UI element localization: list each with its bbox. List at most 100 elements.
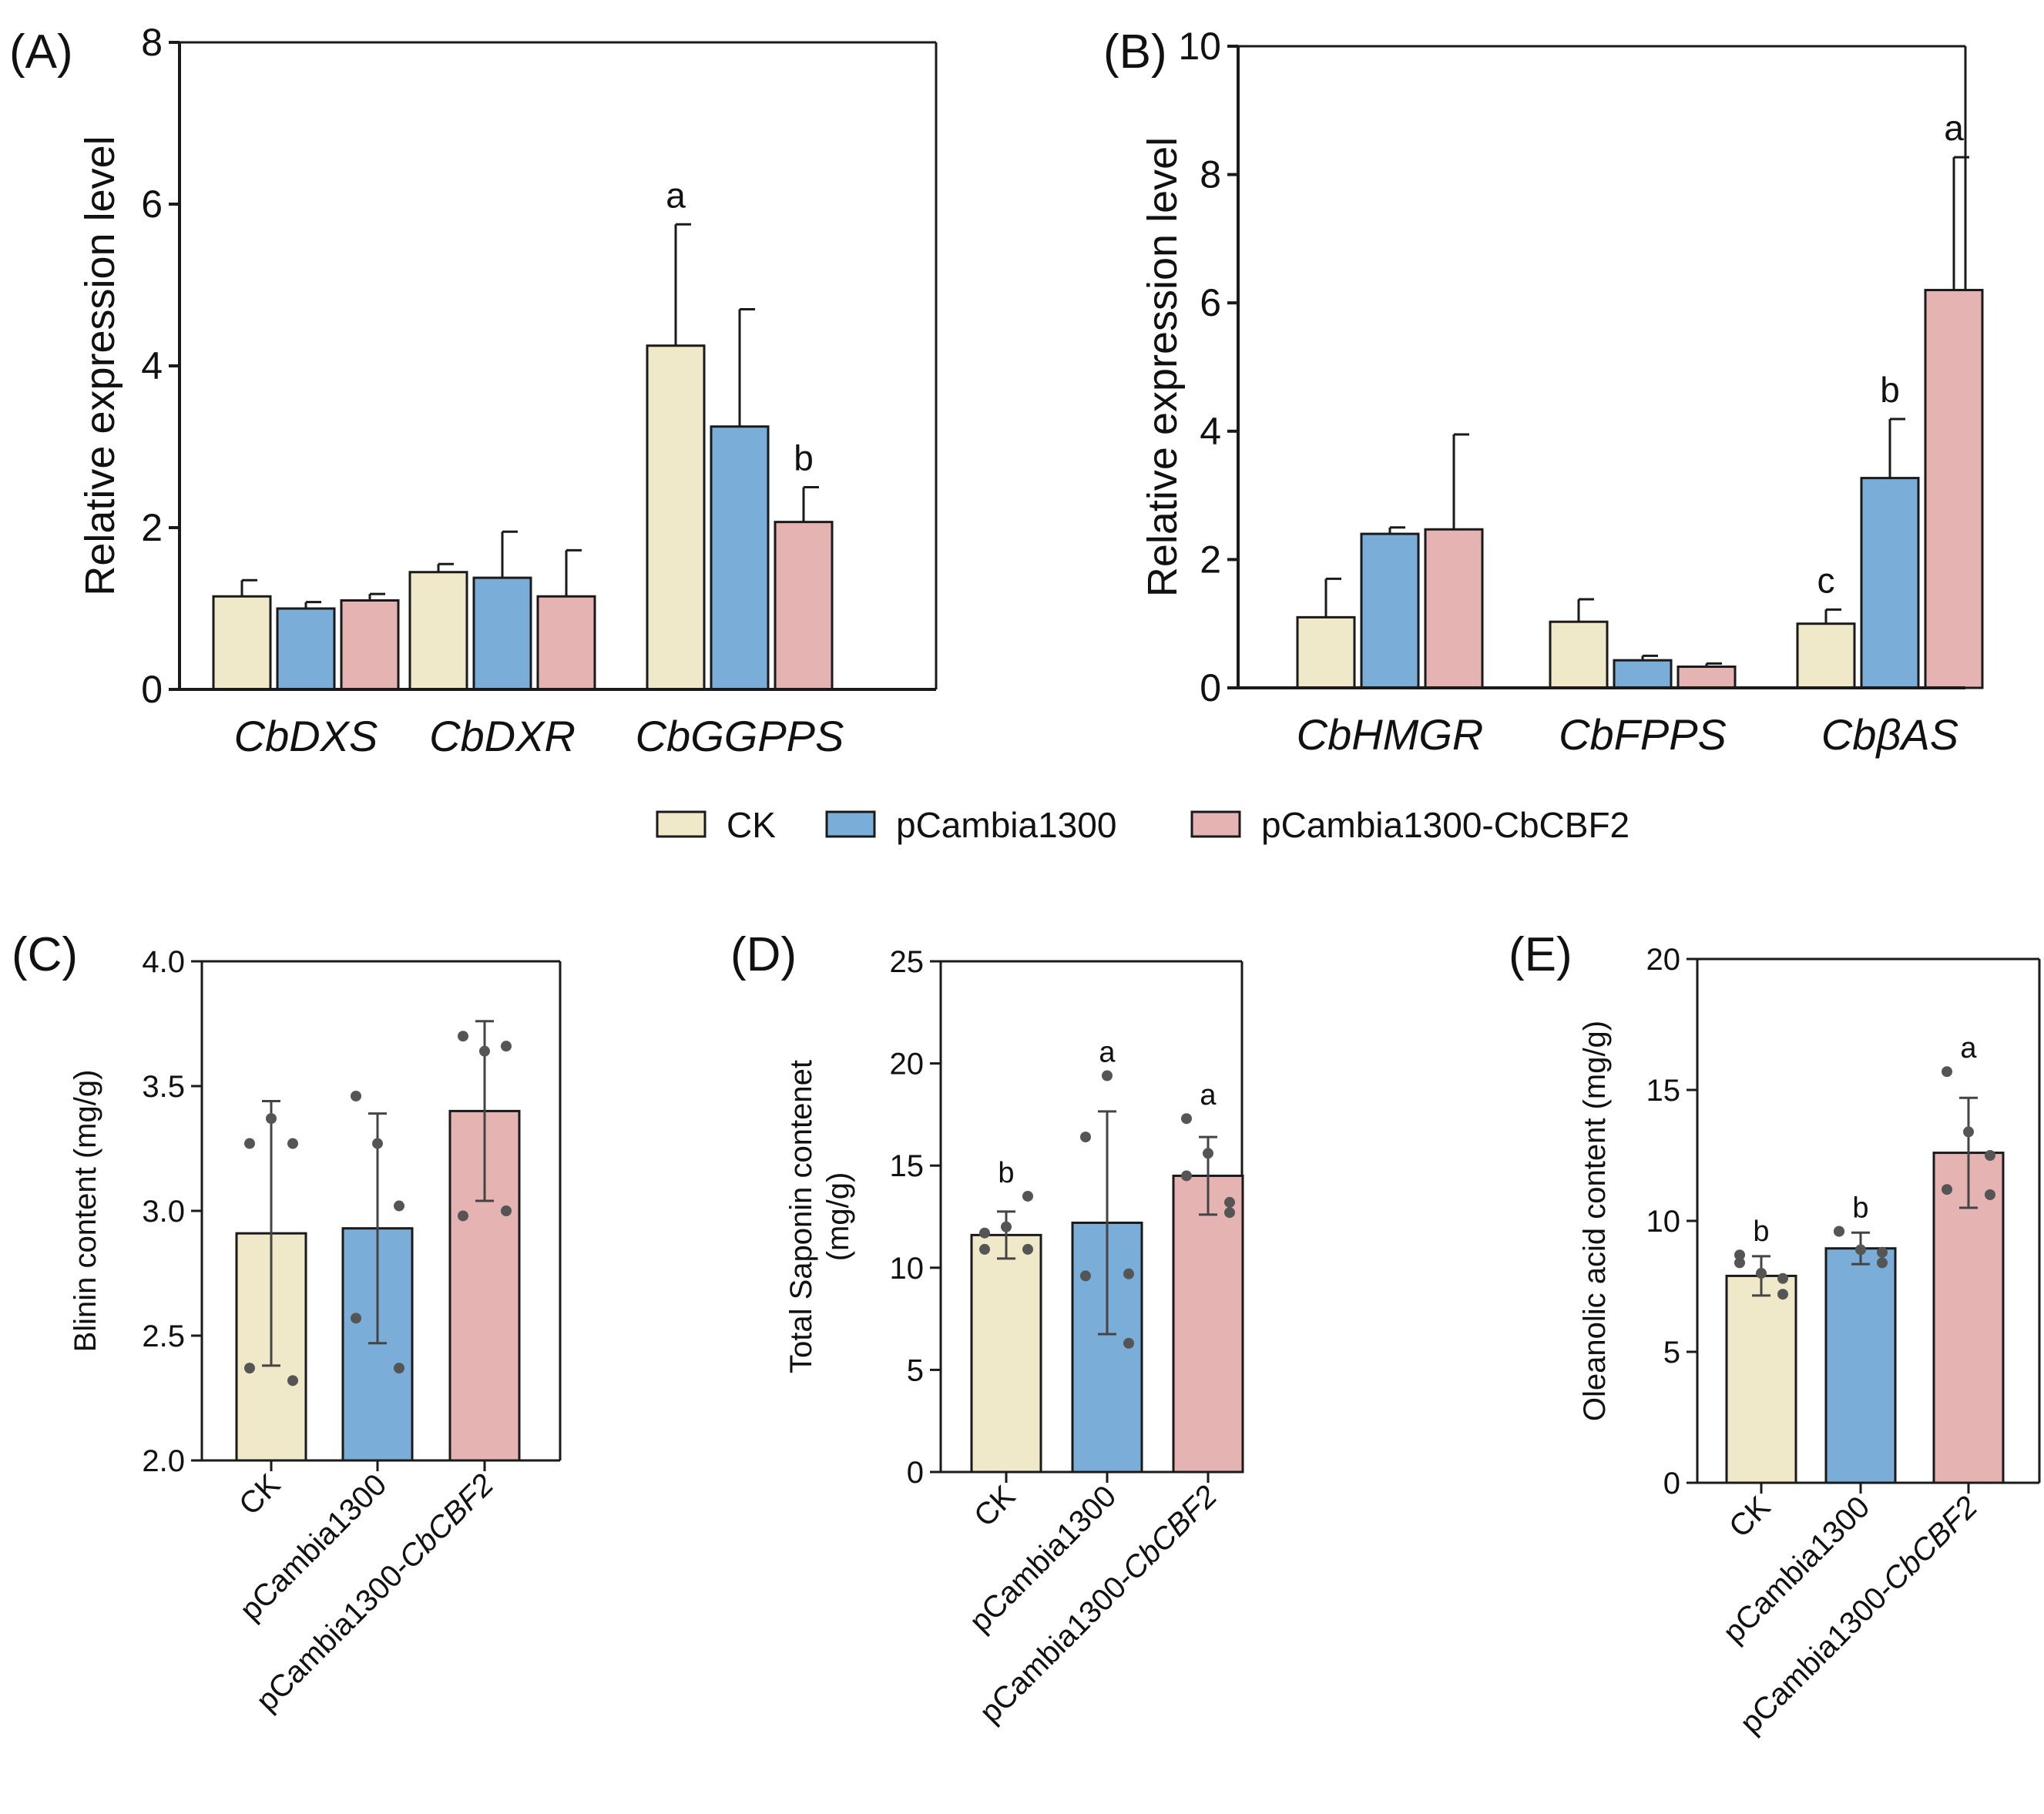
data-point <box>394 1200 404 1212</box>
bar-ck <box>1725 1274 1797 1484</box>
data-point <box>979 1243 990 1255</box>
data-point <box>1777 1272 1788 1284</box>
data-point <box>394 1363 404 1374</box>
data-point <box>244 1138 255 1149</box>
y-tick-label: 20 <box>890 1048 925 1081</box>
significance-letter: b <box>794 438 814 478</box>
data-point <box>287 1138 298 1149</box>
significance-letter: a <box>666 175 686 215</box>
data-point <box>1080 1270 1091 1282</box>
panel-label: (E) <box>1509 928 1572 981</box>
bar-pcambia1300-cbcbf2 <box>536 595 596 691</box>
y-tick-label: 5 <box>907 1353 924 1387</box>
x-category-label: CbFPPS <box>1559 710 1727 759</box>
y-tick-label: 4.0 <box>142 945 185 979</box>
legend-item-pcambia1300-label: pCambia1300 <box>896 805 1116 845</box>
significance-letter: b <box>998 1157 1014 1189</box>
y-tick-label: 2.5 <box>142 1319 185 1353</box>
y-tick-label: 15 <box>1646 1074 1681 1108</box>
bar-pcambia1300 <box>710 425 770 691</box>
chart-panel-b: (B) 0 2 4 6 8 10 CbHMGR CbFPPS CbβAS c b a Relative e… <box>1103 25 1984 759</box>
y-tick-label: 2.0 <box>142 1444 185 1478</box>
y-axis-label: Blinin content (mg/g) <box>69 1070 102 1353</box>
data-point <box>1080 1132 1091 1143</box>
bar-ck <box>212 595 272 691</box>
data-point <box>1102 1070 1113 1081</box>
y-tick-label: 4 <box>1200 410 1221 453</box>
bar-pcambia1300-cbcbf2 <box>774 521 834 691</box>
data-point <box>1001 1221 1012 1232</box>
legend: CK pCambia1300 pCambia1300-CbCBF2 <box>656 805 1629 845</box>
chart-panel-e: (E)05101520bCKbpCambia1300apCambia1300-C… <box>1509 928 2041 1740</box>
bar-ck <box>408 571 468 691</box>
y-tick-label: 10 <box>1646 1205 1681 1239</box>
y-tick-label: 0 <box>141 668 163 711</box>
data-point <box>1855 1244 1866 1256</box>
y-tick-label: 10 <box>1178 25 1221 68</box>
data-point <box>351 1313 361 1324</box>
significance-letter: a <box>1944 108 1964 148</box>
bar-ck <box>1296 615 1356 689</box>
y-axis-label-units: (mg/g) <box>821 1172 855 1262</box>
y-tick-label: 20 <box>1646 943 1681 977</box>
x-category-label: CbDXR <box>429 712 576 760</box>
bar-ck <box>646 344 706 691</box>
bar-pcambia1300-cbcbf2 <box>340 599 400 691</box>
data-point <box>458 1031 468 1042</box>
y-tick-label: 3.5 <box>142 1070 185 1104</box>
data-point <box>1834 1226 1844 1237</box>
bar-pcambia1300 <box>1360 532 1420 689</box>
x-category-label: CbHMGR <box>1297 710 1484 759</box>
data-point <box>979 1227 990 1239</box>
data-point <box>1181 1113 1192 1125</box>
panel-label: (C) <box>12 928 78 981</box>
data-point <box>458 1210 468 1222</box>
y-tick-label: 6 <box>141 183 163 226</box>
bar-ck <box>1549 620 1609 689</box>
y-tick-label: 25 <box>890 945 925 979</box>
bar-pcambia1300 <box>1613 659 1673 689</box>
x-category-label: CbDXS <box>234 712 378 760</box>
data-point <box>1203 1148 1213 1159</box>
significance-letter: b <box>1852 1192 1868 1225</box>
data-point <box>287 1375 298 1386</box>
data-point <box>1756 1268 1767 1279</box>
chart-panel-a: (A) 0 2 4 6 8 CbDXS CbDXR CbGGPPS a b Relative expr… <box>9 21 938 760</box>
data-point <box>1022 1190 1033 1202</box>
bar-pcambia1300-cbcbf2 <box>1424 528 1484 689</box>
y-axis-label: Relative expression level <box>1139 137 1186 597</box>
panel-label: (B) <box>1103 25 1167 79</box>
data-point <box>501 1041 512 1052</box>
legend-item-ck-label: CK <box>727 805 776 845</box>
panel-label: (A) <box>9 25 73 79</box>
data-point <box>351 1090 361 1101</box>
y-tick-label: 2 <box>141 506 163 549</box>
bar-pcambia1300 <box>472 576 532 691</box>
data-point <box>1734 1249 1745 1261</box>
significance-letter: a <box>1200 1079 1217 1112</box>
x-category-label: CK <box>1723 1490 1777 1544</box>
bar-pcambia1300-cbcbf2 <box>1676 666 1737 689</box>
y-tick-label: 5 <box>1663 1336 1680 1370</box>
data-point <box>1777 1289 1788 1300</box>
y-tick-label: 6 <box>1200 281 1221 324</box>
y-axis-label: Oleanolic acid content (mg/g) <box>1578 1021 1612 1421</box>
x-category-label: CK <box>968 1479 1022 1534</box>
legend-item-pcambia1300-cbcbf2-label: pCambia1300-CbCBF2 <box>1261 805 1629 845</box>
y-tick-label: 0 <box>1200 666 1221 709</box>
data-point <box>1123 1268 1134 1279</box>
bar-ck <box>970 1233 1042 1474</box>
data-point <box>1963 1126 1974 1138</box>
y-axis-label: Total Saponin contenet <box>784 1060 818 1373</box>
data-point <box>1942 1184 1952 1195</box>
legend-item-pcambia1300-cbcbf2-swatch <box>1190 810 1241 838</box>
y-tick-label: 15 <box>890 1149 925 1183</box>
y-axis-label: Relative expression level <box>77 136 123 595</box>
chart-panel-d: (D)0510152025bCKapCambia1300apCambia1300… <box>730 928 1244 1729</box>
y-tick-label: 2 <box>1200 538 1221 581</box>
significance-letter: b <box>1880 370 1900 410</box>
data-point <box>1224 1196 1235 1208</box>
data-point <box>1022 1243 1033 1255</box>
bar-pcambia1300 <box>1824 1247 1897 1484</box>
